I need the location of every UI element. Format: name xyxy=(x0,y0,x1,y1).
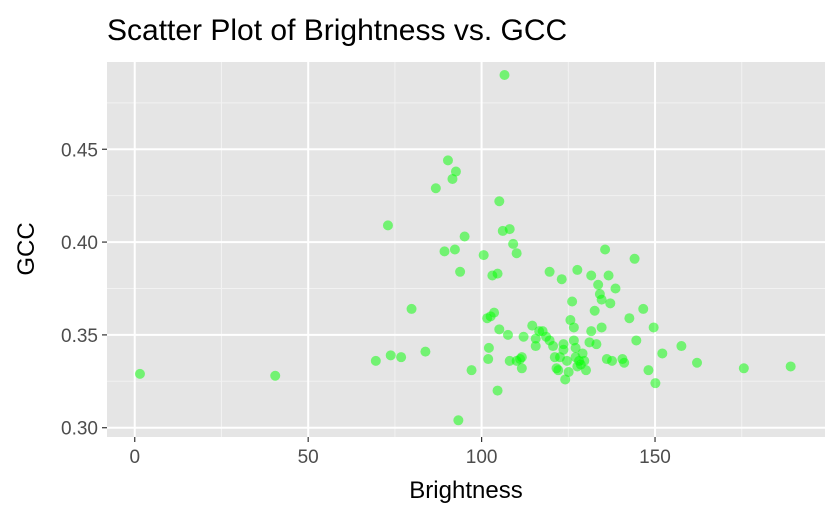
data-point xyxy=(586,270,597,281)
data-point xyxy=(492,268,503,279)
x-tick-label: 150 xyxy=(639,447,671,468)
data-point xyxy=(518,331,529,342)
data-point xyxy=(643,365,654,376)
data-point xyxy=(556,274,567,285)
data-point xyxy=(134,368,145,379)
x-axis-title: Brightness xyxy=(409,477,522,504)
data-point xyxy=(396,352,407,363)
data-point xyxy=(631,335,642,346)
data-point xyxy=(527,320,538,331)
data-point xyxy=(439,246,450,257)
x-tick-label: 100 xyxy=(466,447,498,468)
x-tick-label: 50 xyxy=(298,447,319,468)
data-point xyxy=(600,244,611,255)
data-point xyxy=(430,183,441,194)
data-point xyxy=(489,307,500,318)
data-point xyxy=(385,350,396,361)
data-point xyxy=(785,361,796,372)
data-point xyxy=(619,357,630,368)
data-point xyxy=(548,341,559,352)
data-point xyxy=(603,270,614,281)
major-grid xyxy=(107,62,825,437)
data-point xyxy=(560,374,571,385)
data-point xyxy=(591,339,602,350)
data-point xyxy=(629,253,640,264)
data-point xyxy=(516,363,527,374)
data-point xyxy=(502,329,513,340)
y-axis-ticks: 0.30 0.35 0.40 0.45 xyxy=(61,140,107,440)
data-point xyxy=(442,155,453,166)
data-point xyxy=(494,196,505,207)
data-point xyxy=(624,313,635,324)
data-point xyxy=(589,305,600,316)
data-point xyxy=(568,322,579,333)
data-point xyxy=(483,354,494,365)
data-point xyxy=(596,322,607,333)
y-axis-title: GCC xyxy=(13,222,40,275)
data-point xyxy=(450,166,461,177)
data-point xyxy=(459,231,470,242)
data-point xyxy=(478,250,489,261)
data-point xyxy=(593,279,604,290)
data-point xyxy=(504,224,515,235)
data-point xyxy=(270,370,281,381)
x-tick-label: 0 xyxy=(129,447,140,468)
data-point xyxy=(586,326,597,337)
chart-title: Scatter Plot of Brightness vs. GCC xyxy=(107,14,567,47)
data-point xyxy=(581,365,592,376)
data-point xyxy=(466,365,477,376)
y-tick-label: 0.30 xyxy=(61,419,98,440)
data-point xyxy=(447,173,458,184)
data-point xyxy=(370,355,381,366)
data-point xyxy=(504,355,515,366)
minor-grid xyxy=(107,62,825,437)
data-point xyxy=(455,266,466,277)
data-point xyxy=(648,322,659,333)
data-point xyxy=(406,303,417,314)
data-point xyxy=(596,294,607,305)
data-point xyxy=(572,264,583,275)
data-point xyxy=(449,244,460,255)
data-point xyxy=(567,296,578,307)
data-point xyxy=(494,324,505,335)
data-point xyxy=(453,415,464,426)
data-point xyxy=(511,248,522,259)
data-point xyxy=(553,365,564,376)
data-point xyxy=(558,344,569,355)
y-tick-label: 0.40 xyxy=(61,233,98,254)
plot-panel xyxy=(107,62,825,437)
data-point xyxy=(676,341,687,352)
data-point xyxy=(570,342,581,353)
data-point xyxy=(610,283,621,294)
data-point xyxy=(420,346,431,357)
data-point xyxy=(492,385,503,396)
data-point xyxy=(544,266,555,277)
data-point xyxy=(565,315,576,326)
data-point xyxy=(530,341,541,352)
data-point xyxy=(650,378,661,389)
data-point xyxy=(499,69,510,80)
data-point xyxy=(605,298,616,309)
data-point xyxy=(692,357,703,368)
x-axis-ticks: 0 50 100 150 xyxy=(129,437,671,468)
data-point xyxy=(530,333,541,344)
data-point xyxy=(516,352,527,363)
data-point xyxy=(657,348,668,359)
data-point xyxy=(483,342,494,353)
data-point xyxy=(561,355,572,366)
y-tick-label: 0.45 xyxy=(61,140,98,161)
data-point xyxy=(563,367,574,378)
data-point xyxy=(579,355,590,366)
data-point xyxy=(508,238,519,249)
data-point xyxy=(738,363,749,374)
points-layer xyxy=(134,69,796,426)
y-tick-label: 0.35 xyxy=(61,326,98,347)
data-point xyxy=(607,355,618,366)
data-point xyxy=(382,220,393,231)
data-point xyxy=(638,303,649,314)
